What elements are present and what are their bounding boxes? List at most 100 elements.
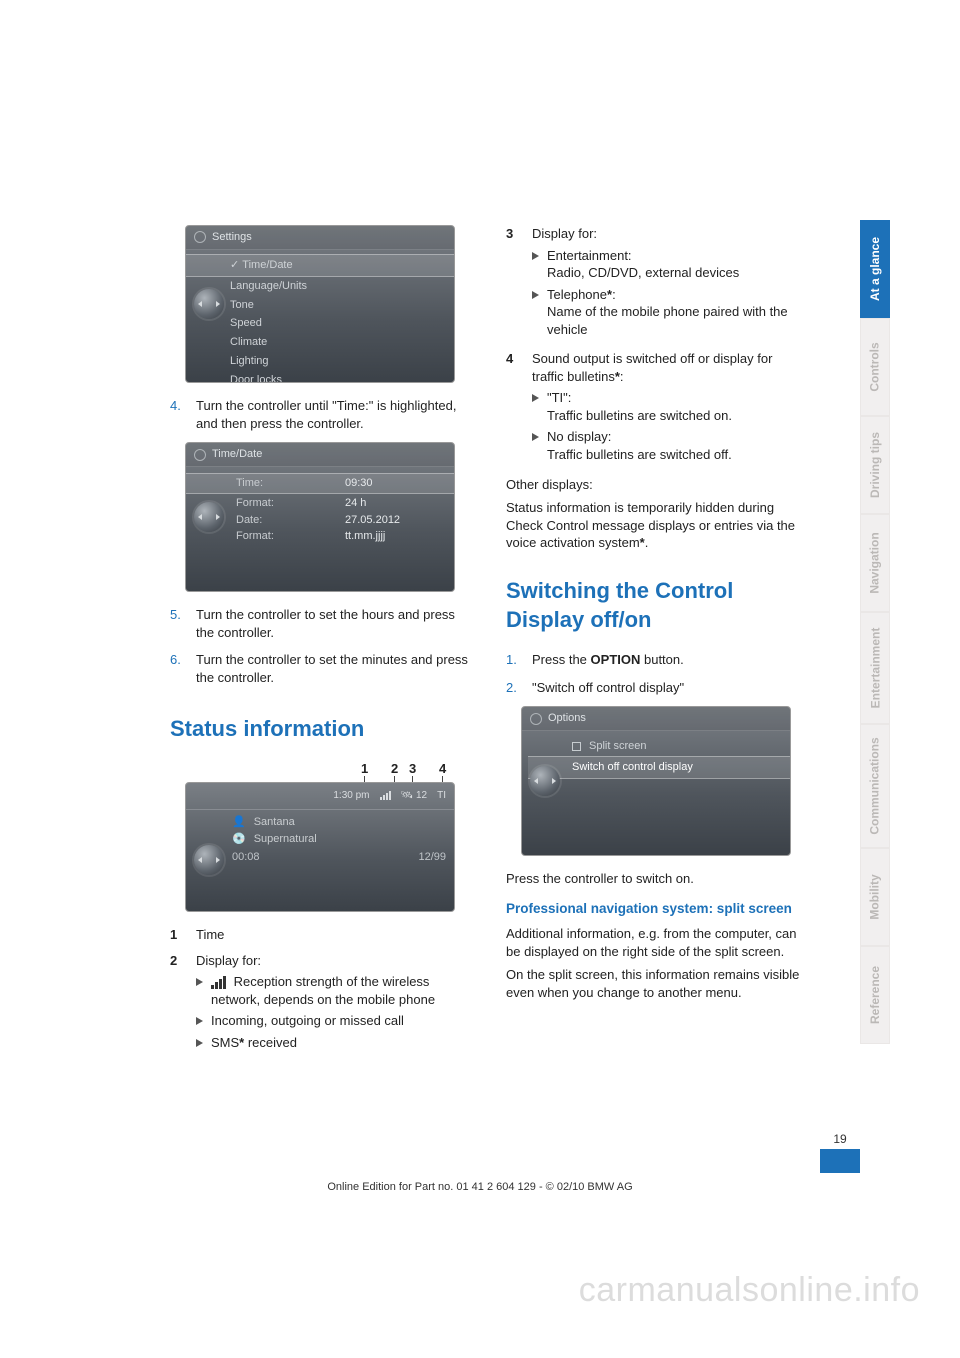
triangle-icon bbox=[532, 394, 539, 402]
tab-driving-tips[interactable]: Driving tips bbox=[860, 416, 890, 514]
page-number-marker bbox=[820, 1149, 860, 1173]
figure-settings-menu: Settings ✓ Time/Date Language/Units Tone… bbox=[185, 225, 455, 383]
tab-communications[interactable]: Communications bbox=[860, 724, 890, 848]
figure-callouts: 1 2 3 4 bbox=[185, 760, 455, 782]
switch-step-1: 1. Press the OPTION button. bbox=[506, 651, 806, 669]
page-number: 19 bbox=[820, 1132, 860, 1146]
figure-titlebar: Options bbox=[522, 707, 790, 731]
figure-grid: Time:09:30 Format:24 h Date:27.05.2012 F… bbox=[186, 467, 454, 556]
figure-titlebar: Time/Date bbox=[186, 443, 454, 467]
heading-switching-display: Switching the Control Display off/on bbox=[506, 576, 806, 635]
switch-step-2: 2. "Switch off control display" bbox=[506, 679, 806, 697]
left-column: Settings ✓ Time/Date Language/Units Tone… bbox=[170, 225, 470, 1063]
step-4: 4. Turn the controller until "Time:" is … bbox=[170, 397, 470, 432]
triangle-icon bbox=[532, 252, 539, 260]
menu-item-switch-off: Switch off control display bbox=[528, 756, 790, 779]
triangle-icon bbox=[196, 1017, 203, 1025]
figure-options-menu: Options Split screen Switch off control … bbox=[521, 706, 791, 856]
bullet-sms: SMS* received bbox=[196, 1034, 470, 1052]
def-body: Sound output is switched off or display … bbox=[532, 350, 806, 467]
menu-item: Language/Units bbox=[230, 277, 448, 296]
row-value: 27.05.2012 bbox=[345, 513, 444, 528]
row-label: Format: bbox=[236, 529, 335, 544]
step-text: Press the OPTION button. bbox=[532, 651, 684, 669]
menu-item: Door locks bbox=[230, 371, 448, 383]
step-text: Turn the controller to set the minutes a… bbox=[196, 651, 470, 686]
row-label: Date: bbox=[236, 513, 335, 528]
def-body: Display for: Reception strength of the w… bbox=[196, 952, 470, 1056]
right-column: 3 Display for: Entertainment:Radio, CD/D… bbox=[506, 225, 806, 1063]
step-text: Turn the controller to set the hours and… bbox=[196, 606, 470, 641]
signal-bars-icon bbox=[211, 976, 226, 989]
def-key: 3 bbox=[506, 225, 520, 342]
def-key: 4 bbox=[506, 350, 520, 467]
triangle-icon bbox=[196, 978, 203, 986]
person-icon: 👤 bbox=[232, 815, 246, 830]
signal-icon bbox=[380, 791, 391, 800]
status-sat-count: 🛰 12 bbox=[401, 789, 428, 803]
step-number: 5. bbox=[170, 606, 186, 641]
def-body: Display for: Entertainment:Radio, CD/DVD… bbox=[532, 225, 806, 342]
def-key: 2 bbox=[170, 952, 184, 1056]
step-number: 4. bbox=[170, 397, 186, 432]
callout-2: 2 bbox=[391, 760, 398, 778]
step-6: 6. Turn the controller to set the minute… bbox=[170, 651, 470, 686]
tab-navigation[interactable]: Navigation bbox=[860, 514, 890, 612]
def-body: Time bbox=[196, 926, 470, 944]
menu-item: Tone bbox=[230, 296, 448, 315]
def-heading: Display for: bbox=[532, 225, 806, 243]
media-track: 12/99 bbox=[418, 850, 446, 865]
gear-icon bbox=[194, 449, 206, 461]
definition-3: 3 Display for: Entertainment:Radio, CD/D… bbox=[506, 225, 806, 342]
media-footer: 00:08 12/99 bbox=[232, 848, 446, 865]
step-5: 5. Turn the controller to set the hours … bbox=[170, 606, 470, 641]
disc-icon: 💿 bbox=[232, 832, 246, 847]
menu-item-time-date: ✓ Time/Date bbox=[186, 254, 454, 277]
triangle-icon bbox=[532, 433, 539, 441]
bullet-call: Incoming, outgoing or missed call bbox=[196, 1012, 470, 1030]
step-number: 6. bbox=[170, 651, 186, 686]
definition-4: 4 Sound output is switched off or displa… bbox=[506, 350, 806, 467]
status-ti: TI bbox=[437, 789, 446, 803]
tab-at-a-glance[interactable]: At a glance bbox=[860, 220, 890, 318]
bullet-entertainment: Entertainment:Radio, CD/DVD, external de… bbox=[532, 247, 806, 282]
split-screen-p2: On the split screen, this information re… bbox=[506, 966, 806, 1001]
step-number: 2. bbox=[506, 679, 522, 697]
page-content: Settings ✓ Time/Date Language/Units Tone… bbox=[170, 225, 830, 1063]
figure-time-date: Time/Date Time:09:30 Format: 24 h Date: 27… bbox=[185, 442, 455, 592]
row-value: 24 h bbox=[345, 496, 444, 511]
triangle-icon bbox=[532, 291, 539, 299]
heading-status-information: Status information bbox=[170, 714, 470, 744]
tab-reference[interactable]: Reference bbox=[860, 946, 890, 1044]
gear-icon bbox=[530, 713, 542, 725]
media-album: 💿Supernatural bbox=[232, 831, 446, 848]
callout-4: 4 bbox=[439, 760, 446, 778]
step-text: "Switch off control display" bbox=[532, 679, 684, 697]
bullet-ti-on: "TI":Traffic bulletins are switched on. bbox=[532, 389, 806, 424]
tab-entertainment[interactable]: Entertainment bbox=[860, 612, 890, 724]
idrive-knob-icon bbox=[530, 766, 560, 796]
menu-item: Speed bbox=[230, 314, 448, 333]
figure-menu: ✓ Time/Date Language/Units Tone Speed Cl… bbox=[186, 250, 454, 383]
bullet-telephone: Telephone*:Name of the mobile phone pair… bbox=[532, 286, 806, 339]
checkbox-icon bbox=[572, 742, 581, 751]
bullet-ti-off: No display:Traffic bulletins are switche… bbox=[532, 428, 806, 463]
definition-2: 2 Display for: Reception strength of the… bbox=[170, 952, 470, 1056]
definition-1: 1 Time bbox=[170, 926, 470, 944]
idrive-knob-icon bbox=[194, 502, 224, 532]
def-heading: Sound output is switched off or display … bbox=[532, 350, 806, 385]
menu-item: Lighting bbox=[230, 352, 448, 371]
status-clock: 1:30 pm bbox=[333, 789, 369, 803]
callout-1: 1 bbox=[361, 760, 368, 778]
tab-mobility[interactable]: Mobility bbox=[860, 848, 890, 946]
media-artist: 👤Santana bbox=[232, 814, 446, 831]
tab-controls[interactable]: Controls bbox=[860, 318, 890, 416]
split-screen-p1: Additional information, e.g. from the co… bbox=[506, 925, 806, 960]
menu-item: Climate bbox=[230, 333, 448, 352]
press-controller-text: Press the controller to switch on. bbox=[506, 870, 806, 888]
row-value: tt.mm.jjjj bbox=[345, 529, 444, 544]
media-elapsed: 00:08 bbox=[232, 850, 260, 865]
callout-3: 3 bbox=[409, 760, 416, 778]
idrive-knob-icon bbox=[194, 289, 224, 319]
row-time: Time:09:30 bbox=[186, 473, 454, 494]
